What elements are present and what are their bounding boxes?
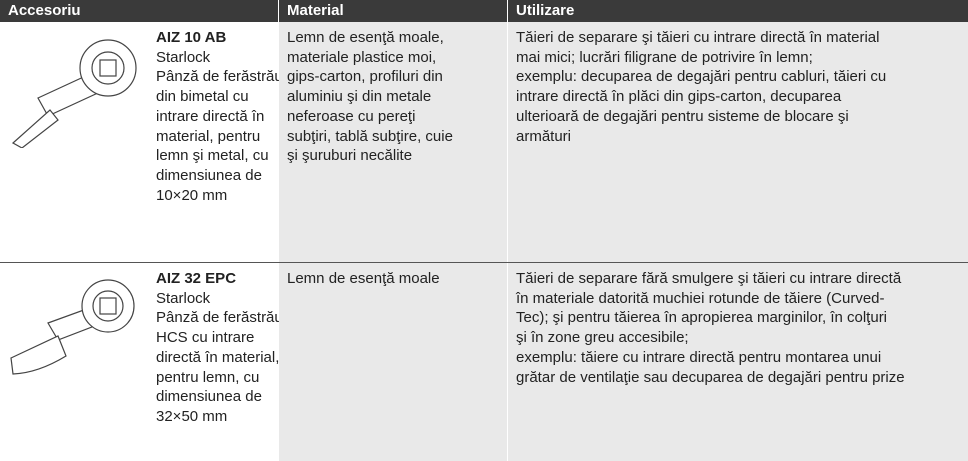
text-line: Lemn de esenţă moale, (287, 29, 444, 46)
text-line: material, pentru (156, 127, 261, 145)
text-line: gips-carton, profiluri din (287, 68, 443, 86)
text-line: subţiri, tablă subţire, cuie (287, 127, 453, 145)
text-line: directă în material, (156, 348, 279, 366)
text-line: pentru lemn, cu (156, 368, 260, 386)
row-separator (0, 262, 968, 263)
text-line: grătar de ventilaţie sau decuparea de de… (516, 368, 905, 386)
column-header: Utilizare (508, 0, 968, 22)
text-line: 32×50 mm (156, 407, 228, 425)
text-line: exemplu: tăiere cu intrare directă pentr… (516, 348, 882, 366)
column-header: Accesoriu (0, 0, 278, 22)
usage-cell: Tăieri de separare fără smulgere şi tăie… (508, 263, 968, 461)
text-line: materiale plastice moi, (287, 48, 437, 66)
text-line: HCS cu intrare (156, 329, 255, 347)
text-line: Pânză de ferăstrău (156, 309, 279, 327)
text-line: şi şuruburi necălite (287, 147, 413, 165)
text-line: Tec); şi pentru tăierea în apropierea ma… (516, 309, 888, 327)
blade-icon (11, 39, 137, 148)
text-line: Starlock (156, 289, 211, 307)
description-cell: AIZ 10 AB Starlock Pânză de ferăstrău din b… (148, 22, 279, 262)
text-line: Starlock (156, 48, 211, 66)
text-line: armături (516, 127, 572, 145)
text-line: neferoase cu pereţi (287, 107, 416, 125)
description-cell: AIZ 32 EPC Starlock Pânză de ferăstrău HCS … (148, 263, 279, 461)
text-line: şi în zone greu accesibile; (516, 329, 689, 347)
text-line: în materiale datorită muchiei rotunde de… (516, 289, 885, 307)
text-line: dimensiunea de (156, 388, 262, 406)
text-line: AIZ 32 EPC (156, 270, 237, 287)
text-line: aluminiu şi din metale (287, 88, 432, 106)
blade-icon (10, 279, 135, 375)
text-line: din bimetal cu (156, 88, 249, 106)
text-line: Pânză de ferăstrău (156, 68, 279, 86)
text-line: Tăieri de separare fără smulgere şi tăie… (516, 270, 902, 287)
text-line: ulterioară de degajări pentru sisteme de… (516, 107, 849, 125)
text-line: mai mici; lucrări filigrane de potrivire… (516, 48, 813, 66)
text-line: Tăieri de separare şi tăieri cu intrare … (516, 29, 880, 46)
text-line: Lemn de esenţă moale (287, 270, 440, 287)
text-line: AIZ 10 AB (156, 29, 227, 46)
text-line: exemplu: decuparea de degajări pentru ca… (516, 68, 887, 86)
column-header: Material (279, 0, 507, 22)
material-cell: Lemn de esenţă moale, materiale plastice … (279, 22, 507, 262)
material-cell: Lemn de esenţă moale (279, 263, 507, 461)
text-line: dimensiunea de (156, 166, 262, 184)
text-line: 10×20 mm (156, 186, 228, 204)
text-line: lemn şi metal, cu (156, 147, 269, 165)
text-line: intrare directă în plăci din gips-carton… (516, 88, 842, 106)
text-line: intrare directă în (156, 107, 265, 125)
usage-cell: Tăieri de separare şi tăieri cu intrare … (508, 22, 968, 262)
